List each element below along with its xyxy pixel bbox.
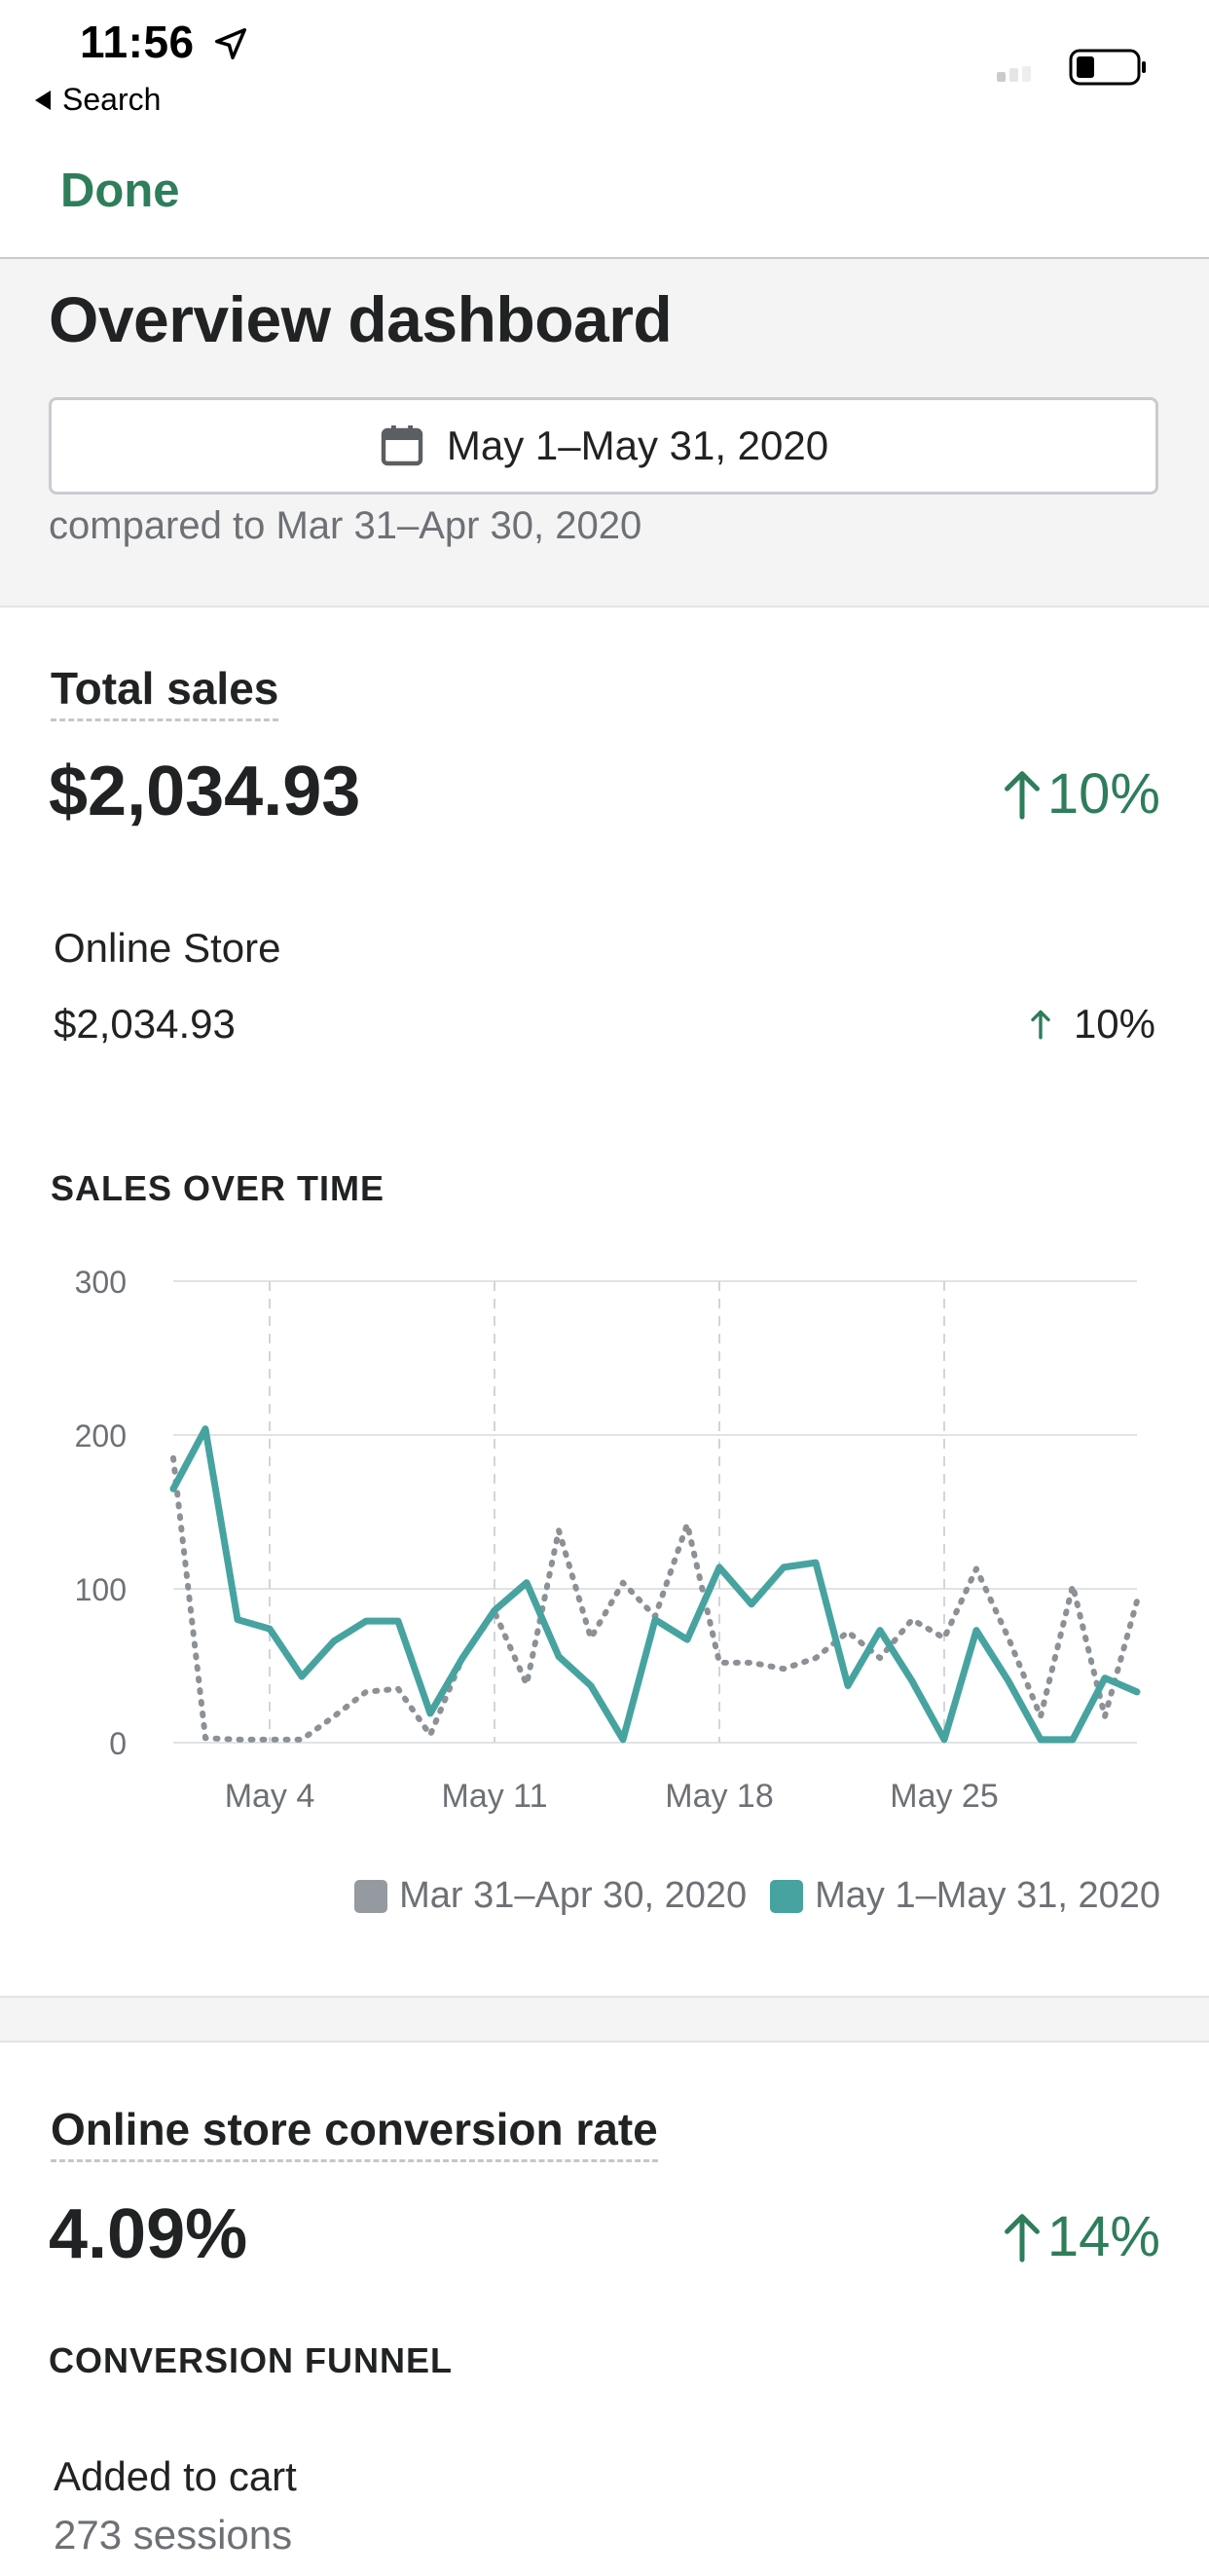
series-line-current-period: [169, 1425, 1141, 1744]
conversion-rate-value: 4.09%: [49, 2195, 248, 2273]
status-time: 11:56: [80, 17, 195, 67]
arrow-up-icon: [1004, 2213, 1040, 2263]
online-store-value: $2,034.93: [54, 1001, 236, 1047]
x-tick-label: May 4: [225, 1778, 315, 1815]
date-range-label: May 1–May 31, 2020: [446, 423, 829, 468]
conversion-funnel-caption: CONVERSION FUNNEL: [49, 2340, 454, 2380]
total-sales-change-value: 10%: [1046, 762, 1160, 826]
legend-label-current: May 1–May 31, 2020: [815, 1875, 1160, 1916]
y-tick-label: 300: [75, 1265, 127, 1300]
legend-item-current[interactable]: May 1–May 31, 2020: [770, 1875, 1160, 1917]
back-caret-icon: [35, 90, 51, 110]
total-sales-card: Total sales $2,034.93 10% Online Store $…: [0, 607, 1209, 1996]
legend-item-previous[interactable]: Mar 31–Apr 30, 2020: [354, 1875, 747, 1917]
legend-label-previous: Mar 31–Apr 30, 2020: [399, 1875, 748, 1916]
conversion-rate-change: 14%: [1003, 2204, 1160, 2269]
funnel-step-label: Added to cart: [54, 2453, 297, 2499]
x-tick-label: May 18: [665, 1778, 774, 1815]
sales-over-time-caption: SALES OVER TIME: [51, 1168, 385, 1208]
location-arrow-icon: [215, 28, 246, 59]
card-divider: [0, 1996, 1209, 2042]
done-button[interactable]: Done: [60, 165, 180, 217]
conversion-rate-change-value: 14%: [1046, 2205, 1160, 2268]
online-store-label: Online Store: [54, 925, 281, 971]
online-store-change-value: 10%: [1073, 1001, 1155, 1047]
status-bar: 11:56 Search: [0, 0, 1209, 127]
calendar-icon: [381, 425, 423, 466]
dashboard-header: Overview dashboard May 1–May 31, 2020 co…: [0, 259, 1209, 607]
page-title: Overview dashboard: [49, 283, 673, 355]
back-to-search-button[interactable]: Search: [35, 82, 161, 118]
battery-icon: [1069, 49, 1146, 86]
signal-icon: [997, 66, 1031, 82]
conversion-rate-title[interactable]: Online store conversion rate: [51, 2103, 658, 2162]
comparison-period-text: compared to Mar 31–Apr 30, 2020: [49, 504, 642, 547]
y-tick-label: 0: [109, 1726, 127, 1761]
sales-over-time-chart[interactable]: 300 200 100 0 May 4 May 11 May 18 May 25: [0, 607, 1209, 1873]
x-tick-label: May 25: [890, 1778, 999, 1815]
total-sales-value: $2,034.93: [49, 753, 361, 830]
arrow-up-icon: [1004, 770, 1040, 820]
y-tick-label: 100: [75, 1572, 127, 1607]
total-sales-title[interactable]: Total sales: [51, 662, 279, 721]
arrow-up-icon: [1031, 1010, 1050, 1040]
online-store-change: 10%: [1029, 1001, 1155, 1048]
conversion-rate-card: Online store conversion rate 4.09% 14% C…: [0, 2042, 1209, 2576]
x-tick-label: May 11: [442, 1778, 548, 1815]
legend-swatch-current: [770, 1879, 804, 1913]
total-sales-change: 10%: [1003, 761, 1160, 827]
y-tick-label: 200: [75, 1418, 127, 1454]
date-range-button[interactable]: May 1–May 31, 2020: [49, 397, 1158, 495]
funnel-step-sessions: 273 sessions: [54, 2512, 293, 2558]
nav-bar: Done: [0, 127, 1209, 259]
series-line-previous-period: [170, 1454, 1140, 1743]
back-search-label: Search: [62, 82, 162, 117]
chart-legend: Mar 31–Apr 30, 2020 May 1–May 31, 2020: [354, 1875, 1160, 1917]
legend-swatch-previous: [354, 1879, 388, 1913]
